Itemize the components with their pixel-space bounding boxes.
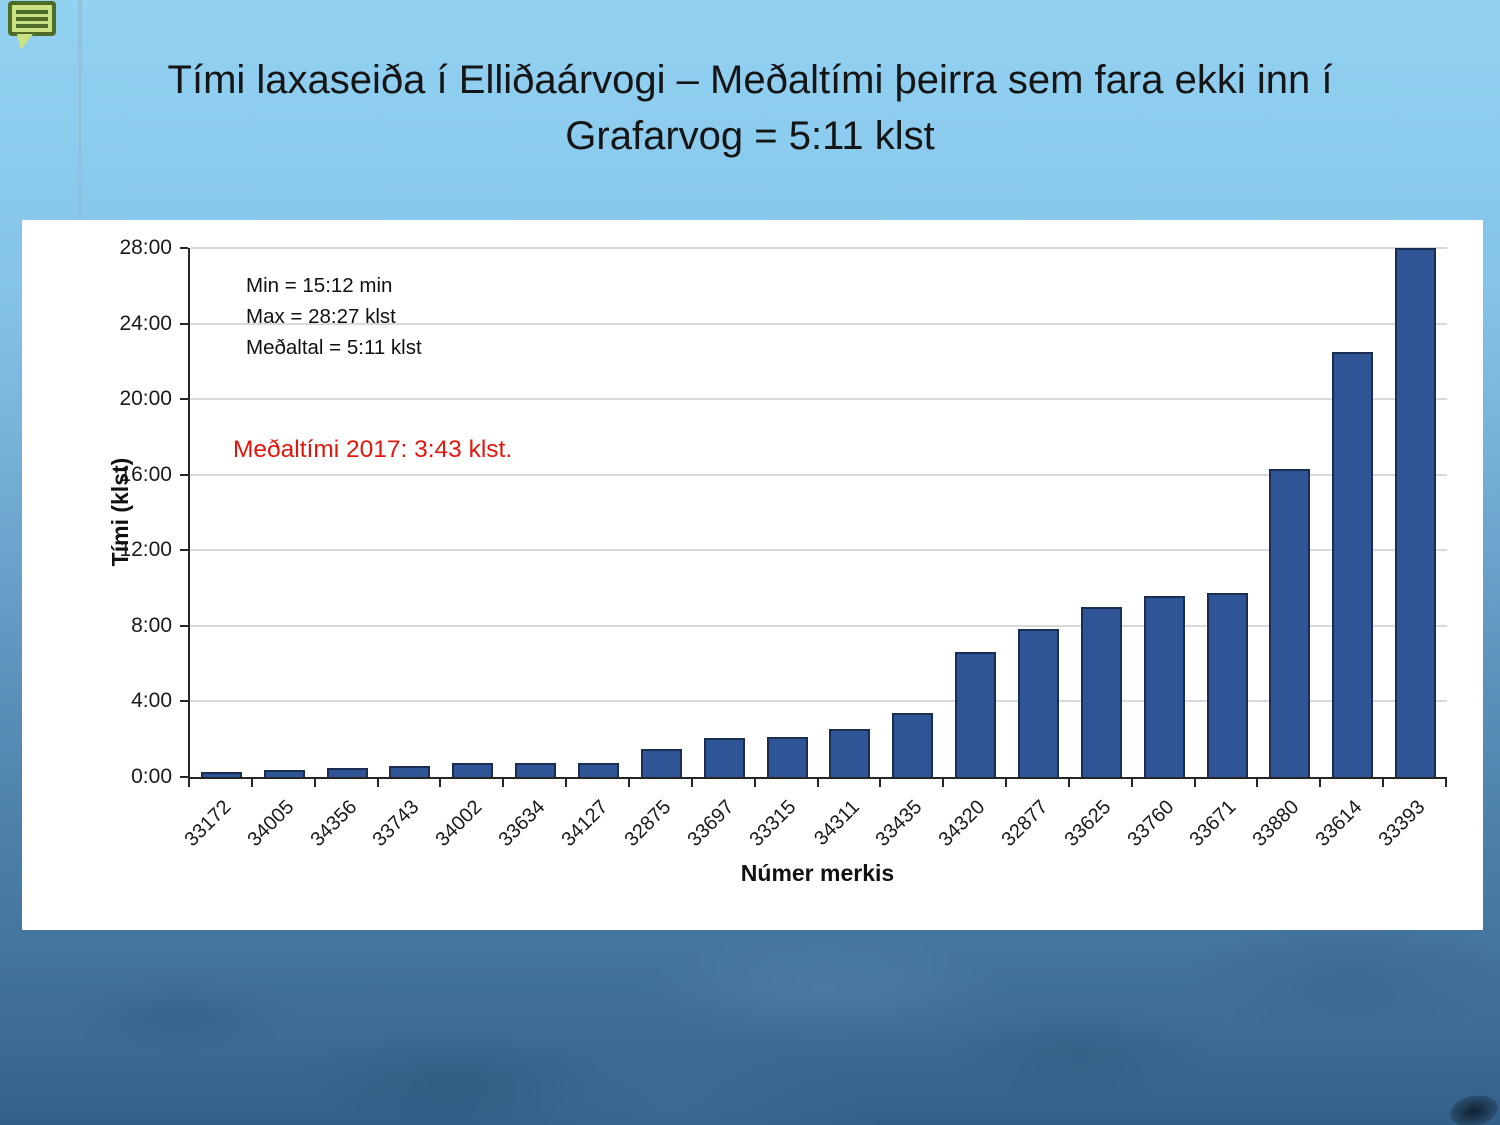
x-tick-label-33880: 33880 bbox=[1248, 796, 1304, 851]
bar-34320 bbox=[955, 652, 997, 777]
x-tick-mark bbox=[1193, 779, 1196, 787]
plot-area bbox=[188, 247, 1447, 779]
y-tick-mark bbox=[180, 473, 188, 476]
background-smudge bbox=[1447, 1091, 1500, 1125]
x-tick-label-33625: 33625 bbox=[1060, 796, 1116, 851]
x-tick-mark bbox=[879, 779, 882, 787]
slide-title-line1: Tími laxaseiða í Elliðaárvogi – Meðaltím… bbox=[167, 58, 1333, 102]
bar-33743 bbox=[389, 766, 431, 777]
x-tick-label-34356: 34356 bbox=[306, 796, 361, 851]
slide-title-line2: Grafarvog = 5:11 klst bbox=[565, 114, 935, 158]
x-tick-mark bbox=[376, 779, 379, 787]
x-tick-mark bbox=[942, 779, 945, 787]
bar-33172 bbox=[200, 772, 242, 777]
y-tick-mark bbox=[180, 322, 188, 325]
x-tick-label-33172: 33172 bbox=[180, 796, 236, 851]
x-tick-mark bbox=[1067, 779, 1070, 787]
x-tick-label-34002: 34002 bbox=[431, 796, 487, 851]
x-tick-label-34311: 34311 bbox=[809, 796, 864, 850]
y-tick-mark bbox=[180, 398, 188, 401]
stat-mean: Meðaltal = 5:11 klst bbox=[246, 336, 422, 359]
x-tick-label-33614: 33614 bbox=[1311, 796, 1367, 851]
x-tick-mark bbox=[816, 779, 819, 787]
gridline-12 bbox=[190, 549, 1447, 552]
bar-33697 bbox=[703, 738, 745, 777]
gridline-4 bbox=[190, 700, 1447, 703]
y-tick-label: 20:00 bbox=[119, 387, 172, 411]
y-tick-mark bbox=[180, 247, 188, 249]
highlight-annotation: Meðaltími 2017: 3:43 klst. bbox=[233, 436, 513, 463]
bar-32875 bbox=[640, 748, 682, 777]
y-tick-label: 8:00 bbox=[131, 613, 172, 637]
y-tick-mark bbox=[180, 549, 188, 552]
x-tick-mark bbox=[753, 779, 756, 787]
y-tick-label: 4:00 bbox=[131, 689, 172, 713]
y-tick-label: 16:00 bbox=[119, 462, 172, 486]
y-tick-label: 0:00 bbox=[131, 765, 172, 788]
x-tick-mark bbox=[439, 779, 442, 787]
bar-34005 bbox=[263, 770, 305, 777]
x-tick-mark bbox=[502, 779, 505, 787]
x-tick-mark bbox=[690, 779, 693, 787]
bar-33315 bbox=[766, 736, 808, 777]
x-tick-label-33435: 33435 bbox=[871, 796, 927, 851]
x-axis-title: Númer merkis bbox=[740, 860, 895, 886]
chart-panel: 0:00 4:00 8:00 12:00 16:00 20:00 24:00 28:00 33… bbox=[22, 220, 1483, 930]
bar-33614 bbox=[1332, 351, 1374, 777]
x-tick-label-33743: 33743 bbox=[368, 796, 424, 851]
x-tick-mark bbox=[627, 779, 630, 787]
bar-33393 bbox=[1395, 248, 1437, 777]
x-tick-label-34320: 34320 bbox=[934, 796, 990, 851]
stat-min: Min = 15:12 min bbox=[246, 274, 393, 297]
y-tick-label: 12:00 bbox=[119, 538, 172, 562]
y-tick-label: 24:00 bbox=[119, 311, 172, 335]
x-tick-label-33315: 33315 bbox=[745, 796, 801, 851]
x-tick-label-32875: 32875 bbox=[620, 796, 676, 851]
y-tick-mark bbox=[180, 776, 188, 778]
bar-34311 bbox=[829, 728, 871, 777]
x-tick-mark bbox=[250, 779, 253, 787]
x-tick-label-34005: 34005 bbox=[243, 796, 299, 851]
gridline-28 bbox=[190, 247, 1447, 249]
bar-33625 bbox=[1080, 606, 1122, 777]
y-tick-mark bbox=[180, 700, 188, 703]
bar-33880 bbox=[1269, 469, 1311, 777]
stats-annotation: Min = 15:12 min Max = 28:27 klst Meðalta… bbox=[246, 270, 422, 363]
x-tick-label-33634: 33634 bbox=[494, 796, 550, 851]
gridline-20 bbox=[190, 398, 1447, 401]
x-tick-mark bbox=[1319, 779, 1322, 787]
x-tick-mark bbox=[313, 779, 316, 787]
bar-33671 bbox=[1206, 592, 1248, 777]
bar-33634 bbox=[515, 763, 557, 777]
x-tick-label-32877: 32877 bbox=[997, 796, 1053, 851]
bar-32877 bbox=[1017, 628, 1059, 777]
x-tick-mark bbox=[1382, 779, 1385, 787]
y-axis-title: Tími (klst) bbox=[107, 457, 133, 567]
gridline-16 bbox=[190, 473, 1447, 476]
bar-34356 bbox=[326, 767, 368, 777]
gridline-24 bbox=[190, 322, 1447, 325]
x-tick-label-33697: 33697 bbox=[683, 796, 739, 851]
x-tick-mark bbox=[1256, 779, 1259, 787]
x-tick-mark bbox=[565, 779, 568, 787]
x-tick-mark bbox=[188, 779, 190, 787]
bar-33435 bbox=[892, 712, 934, 777]
stat-max: Max = 28:27 klst bbox=[246, 305, 396, 328]
y-tick-label: 28:00 bbox=[119, 236, 172, 259]
slide-title: Tími laxaseiða í Elliðaárvogi – Meðaltím… bbox=[60, 52, 1440, 164]
bar-33760 bbox=[1143, 595, 1185, 777]
x-tick-label-34127: 34127 bbox=[557, 796, 613, 851]
x-tick-label-33760: 33760 bbox=[1123, 796, 1178, 851]
bar-34127 bbox=[578, 763, 620, 777]
x-tick-mark bbox=[1130, 779, 1133, 787]
comment-note-icon[interactable] bbox=[6, 0, 60, 57]
y-tick-mark bbox=[180, 624, 188, 627]
bar-34002 bbox=[452, 763, 494, 777]
x-tick-label-33671: 33671 bbox=[1185, 796, 1241, 851]
gridline-8 bbox=[190, 624, 1447, 627]
x-tick-label-33393: 33393 bbox=[1374, 796, 1430, 851]
x-tick-mark bbox=[1445, 779, 1447, 787]
x-tick-mark bbox=[1005, 779, 1008, 787]
